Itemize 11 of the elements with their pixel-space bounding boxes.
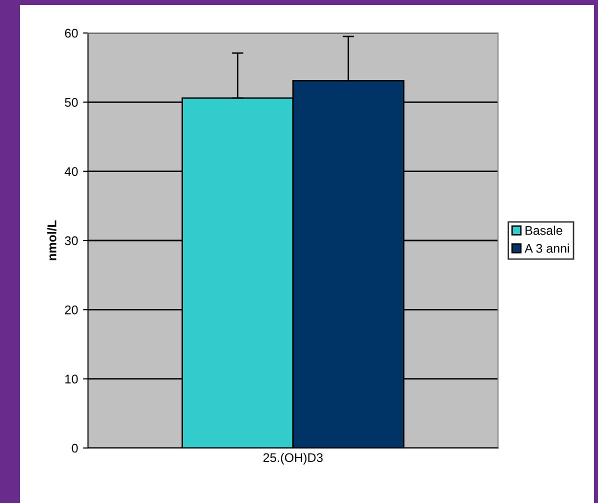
y-tick-label: 0 [72,444,78,453]
y-axis-title: nmol/L [47,220,56,260]
y-tick-label: 30 [64,236,78,246]
legend-label: A 3 anni [524,244,569,253]
y-tick-label: 20 [65,305,78,314]
y-tick-label: 10 [65,374,78,384]
legend-label: Basale [526,226,562,235]
y-tick-label: 50 [64,98,78,107]
x-tick-label: 25.(OH)D3 [263,452,323,465]
y-tick-label: 40 [64,167,78,176]
y-tick-label: 60 [65,28,78,38]
